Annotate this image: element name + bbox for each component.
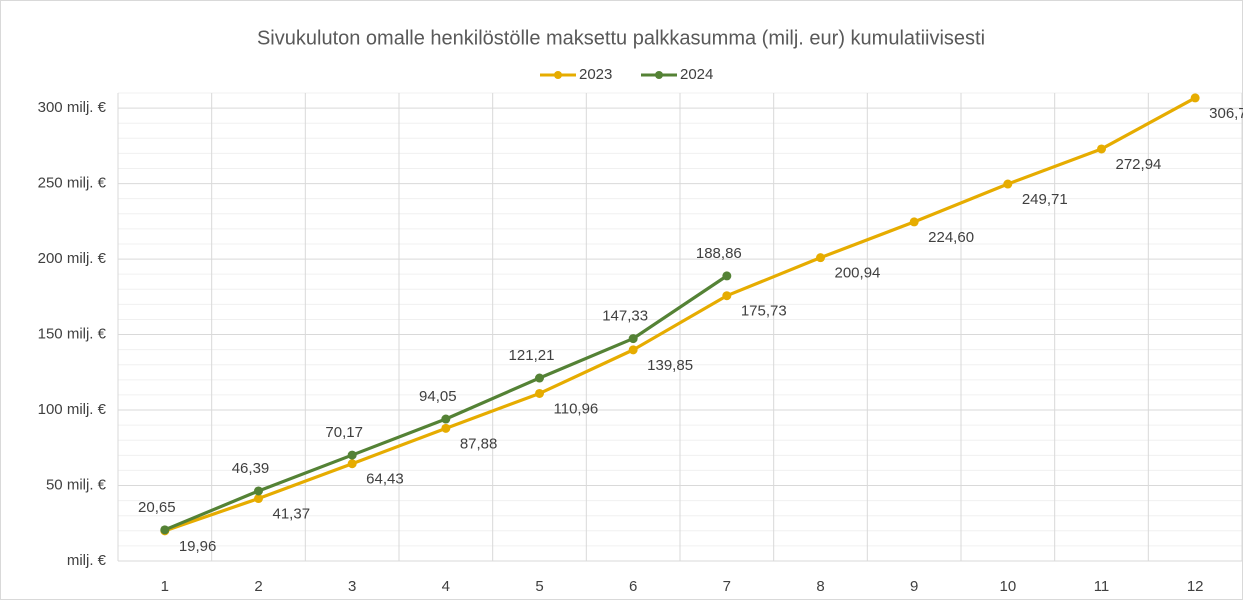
data-label: 46,39 <box>232 460 270 477</box>
data-label: 94,05 <box>419 388 457 405</box>
point-marker <box>254 494 263 504</box>
x-tick-label: 7 <box>723 578 731 595</box>
chart-title: Sivukuluton omalle henkilöstölle maksett… <box>257 27 985 49</box>
point-marker <box>441 414 451 424</box>
y-tick-label: 250 milj. € <box>38 175 107 192</box>
point-marker <box>1190 93 1200 103</box>
y-tick-label: 200 milj. € <box>38 250 107 267</box>
x-tick-label: 10 <box>999 578 1016 595</box>
data-label: 19,96 <box>179 538 217 555</box>
point-marker <box>909 217 919 227</box>
x-tick-label: 4 <box>442 578 450 595</box>
data-label: 224,60 <box>928 229 974 246</box>
point-marker <box>1003 179 1013 189</box>
x-tick-label: 12 <box>1187 578 1204 595</box>
series-line <box>164 96 1196 533</box>
x-tick-label: 2 <box>254 578 262 595</box>
data-label: 87,88 <box>460 435 498 452</box>
x-tick-label: 6 <box>629 578 637 595</box>
data-label: 249,71 <box>1022 191 1068 208</box>
data-label: 110,96 <box>554 400 599 417</box>
data-label: 41,37 <box>273 506 311 523</box>
x-tick-label: 9 <box>910 578 918 595</box>
point-marker <box>628 345 638 355</box>
point-marker <box>441 423 451 433</box>
point-marker <box>347 459 357 469</box>
y-tick-label: 100 milj. € <box>38 401 107 418</box>
data-label: 272,94 <box>1116 156 1162 173</box>
legend-label: 2023 <box>579 66 612 83</box>
x-tick-label: 1 <box>161 578 169 595</box>
x-tick-label: 5 <box>535 578 543 595</box>
y-tick-label: 300 milj. € <box>38 99 107 116</box>
legend-label: 2024 <box>680 66 713 83</box>
x-tick-label: 11 <box>1094 578 1110 595</box>
point-marker <box>535 388 544 398</box>
point-marker <box>816 253 825 263</box>
data-label: 139,85 <box>647 357 693 374</box>
point-marker <box>535 373 544 383</box>
data-label: 121,21 <box>509 347 555 364</box>
x-tick-label: 8 <box>816 578 824 595</box>
y-tick-label: milj. € <box>67 552 107 569</box>
legend-marker <box>655 71 663 79</box>
legend-marker <box>554 71 562 79</box>
point-marker <box>347 450 357 460</box>
data-label: 20,65 <box>138 499 176 516</box>
x-tick-label: 3 <box>348 578 356 595</box>
data-label: 175,73 <box>741 303 787 320</box>
point-marker <box>628 334 638 344</box>
data-label: 70,17 <box>325 424 363 441</box>
data-label: 188,86 <box>696 245 742 262</box>
data-label: 200,94 <box>835 265 881 282</box>
data-label: 306,73 <box>1209 105 1243 122</box>
point-marker <box>254 486 263 496</box>
data-label: 147,33 <box>602 308 648 325</box>
point-marker <box>722 271 732 281</box>
data-label: 64,43 <box>366 471 404 488</box>
point-marker <box>1097 144 1106 154</box>
point-marker <box>160 525 170 535</box>
point-marker <box>722 291 732 301</box>
y-tick-label: 150 milj. € <box>38 326 107 343</box>
y-tick-label: 50 milj. € <box>46 476 107 493</box>
